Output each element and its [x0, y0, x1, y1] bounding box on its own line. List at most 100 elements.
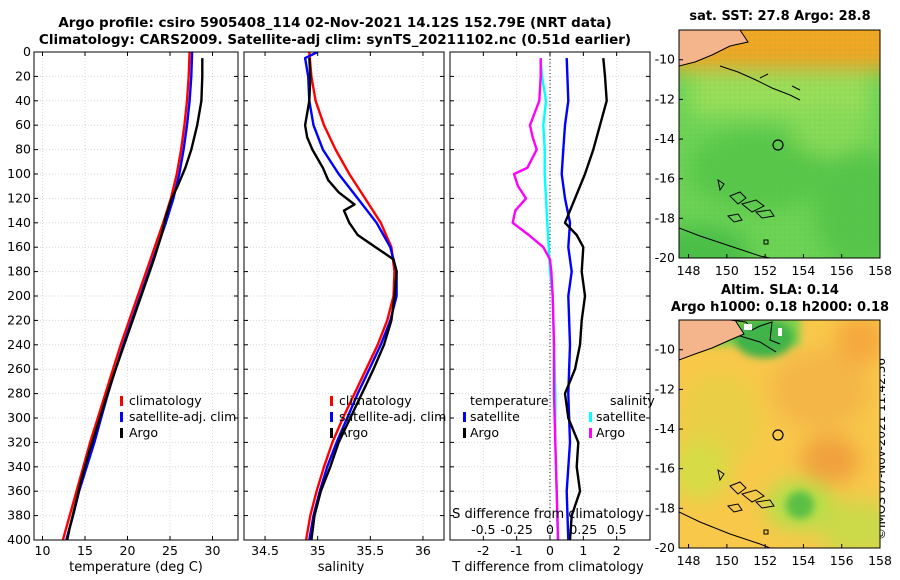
- lat-tick-label: -10: [655, 342, 675, 357]
- legend-swatch-s-argo: [589, 428, 592, 438]
- x-tick-label: -2: [477, 543, 489, 558]
- legend-swatch-t-satellite: [463, 412, 466, 422]
- legend-swatch-satellite: [330, 412, 333, 422]
- lat-tick-label: -18: [655, 210, 675, 225]
- legend-heading-temperature: temperature: [470, 393, 549, 408]
- x-tick-label: 10: [35, 543, 51, 558]
- x-tick-label: 0: [546, 543, 554, 558]
- lat-tick-label: -16: [655, 171, 675, 186]
- y-tick-label: 180: [7, 264, 31, 279]
- top-x-tick-label: 0.25: [569, 522, 597, 537]
- title-line-2: Climatology: CARS2009. Satellite-adj cli…: [38, 32, 632, 48]
- x-tick-label: 35: [310, 543, 326, 558]
- legend-label-climatology: climatology: [129, 393, 202, 408]
- salinity-legend: climatology satellite-adj. clim Argo: [330, 393, 446, 440]
- lat-tick-label: -14: [655, 421, 675, 436]
- legend-label-s-satellite: satellite: [596, 409, 646, 424]
- legend-label-satellite: satellite-adj. clim: [339, 409, 446, 424]
- x-tick-label: 15: [77, 543, 93, 558]
- x-tick-label: 20: [120, 543, 136, 558]
- y-tick-label: 360: [7, 483, 31, 498]
- sst-map-axes: 148 150 152 154 156 158 -10 -12 -14 -16 -18 -20: [655, 52, 892, 278]
- lat-tick-label: -20: [655, 250, 675, 265]
- y-tick-label: 40: [15, 93, 31, 108]
- series-line-argo: [303, 58, 398, 540]
- lon-tick-label: 158: [868, 553, 892, 568]
- y-tick-label: 120: [7, 190, 31, 205]
- x-tick-label: 30: [205, 543, 221, 558]
- legend-label-s-argo: Argo: [596, 425, 625, 440]
- lat-tick-label: -18: [655, 500, 675, 515]
- lat-tick-label: -12: [655, 91, 675, 106]
- sla-map-title-2: Argo h1000: 0.18 h2000: 0.18: [670, 300, 890, 315]
- lat-tick-label: -10: [655, 52, 675, 67]
- y-tick-label: 160: [7, 239, 31, 254]
- lon-tick-label: 152: [753, 553, 777, 568]
- legend-label-argo: Argo: [129, 425, 158, 440]
- legend-swatch-climatology: [330, 396, 333, 406]
- lon-tick-label: 152: [753, 263, 777, 278]
- top-x-tick-label: 0: [546, 522, 554, 537]
- y-tick-label: 320: [7, 434, 31, 449]
- top-x-tick-label: 0.5: [607, 522, 627, 537]
- y-tick-label: 300: [7, 410, 31, 425]
- temperature-panel: 10 15 20 25 30020406080100120140160180200220…: [7, 44, 239, 558]
- y-tick-label: 380: [7, 508, 31, 523]
- lon-tick-label: 148: [677, 263, 701, 278]
- lon-tick-label: 150: [715, 553, 739, 568]
- lon-tick-label: 148: [677, 553, 701, 568]
- lon-tick-label: 156: [830, 553, 854, 568]
- title-line-1: Argo profile: csiro 5905408_114 02-Nov-2…: [58, 15, 612, 31]
- y-tick-label: 0: [23, 44, 31, 59]
- x-tick-label: 1: [579, 543, 587, 558]
- legend-swatch-argo: [120, 428, 123, 438]
- sst-map: [679, 30, 880, 258]
- x-tick-label: 35.5: [356, 543, 384, 558]
- series-line-argo: [66, 58, 204, 540]
- y-tick-label: 280: [7, 386, 31, 401]
- legend-swatch-argo: [330, 428, 333, 438]
- sst-argo-marker: [772, 139, 784, 151]
- series-line-s-argo: [511, 58, 560, 540]
- lon-tick-label: 158: [868, 263, 892, 278]
- sla-map-title-1: Altim. SLA: 0.14: [721, 283, 839, 298]
- legend-label-satellite: satellite-adj. clim: [129, 409, 236, 424]
- salinity-xlabel: salinity: [318, 560, 365, 575]
- sst-map-title: sat. SST: 27.8 Argo: 28.8: [689, 9, 871, 24]
- y-tick-label: 80: [15, 142, 31, 157]
- difference-legend: temperature satellite Argo salinity sate…: [463, 393, 655, 440]
- x-tick-label: 25: [162, 543, 178, 558]
- sla-map-axes: 148 150 152 154 156 158 -10 -12 -14 -16 -18 -20: [655, 342, 892, 568]
- sla-map: [679, 320, 880, 548]
- t-difference-xlabel: T difference from climatology: [451, 560, 644, 575]
- x-tick-label: 34.5: [251, 543, 279, 558]
- y-tick-label: 200: [7, 288, 31, 303]
- legend-label-argo: Argo: [339, 425, 368, 440]
- legend-label-t-satellite: satellite: [470, 409, 520, 424]
- legend-heading-salinity: salinity: [610, 393, 655, 408]
- legend-label-climatology: climatology: [339, 393, 412, 408]
- y-tick-label: 60: [15, 117, 31, 132]
- top-x-tick-label: -0.25: [500, 522, 532, 537]
- y-tick-label: 260: [7, 361, 31, 376]
- series-line-t-satellite: [560, 58, 573, 540]
- s-difference-xlabel: S difference from climatology: [452, 507, 644, 522]
- salinity-panel: 34.5 35 35.5 36: [243, 51, 445, 558]
- y-tick-label: 220: [7, 312, 31, 327]
- legend-swatch-climatology: [120, 396, 123, 406]
- lat-tick-label: -20: [655, 540, 675, 555]
- lat-tick-label: -12: [655, 381, 675, 396]
- temperature-xlabel: temperature (deg C): [69, 560, 203, 575]
- lon-tick-label: 154: [791, 263, 815, 278]
- lon-tick-label: 150: [715, 263, 739, 278]
- y-tick-label: 400: [7, 532, 31, 547]
- top-x-tick-label: -0.5: [471, 522, 495, 537]
- legend-swatch-s-satellite: [589, 412, 592, 422]
- y-tick-label: 340: [7, 459, 31, 474]
- lat-tick-label: -16: [655, 461, 675, 476]
- lat-tick-label: -14: [655, 131, 675, 146]
- legend-swatch-satellite: [120, 412, 123, 422]
- x-tick-label: -1: [510, 543, 522, 558]
- y-tick-label: 20: [15, 68, 31, 83]
